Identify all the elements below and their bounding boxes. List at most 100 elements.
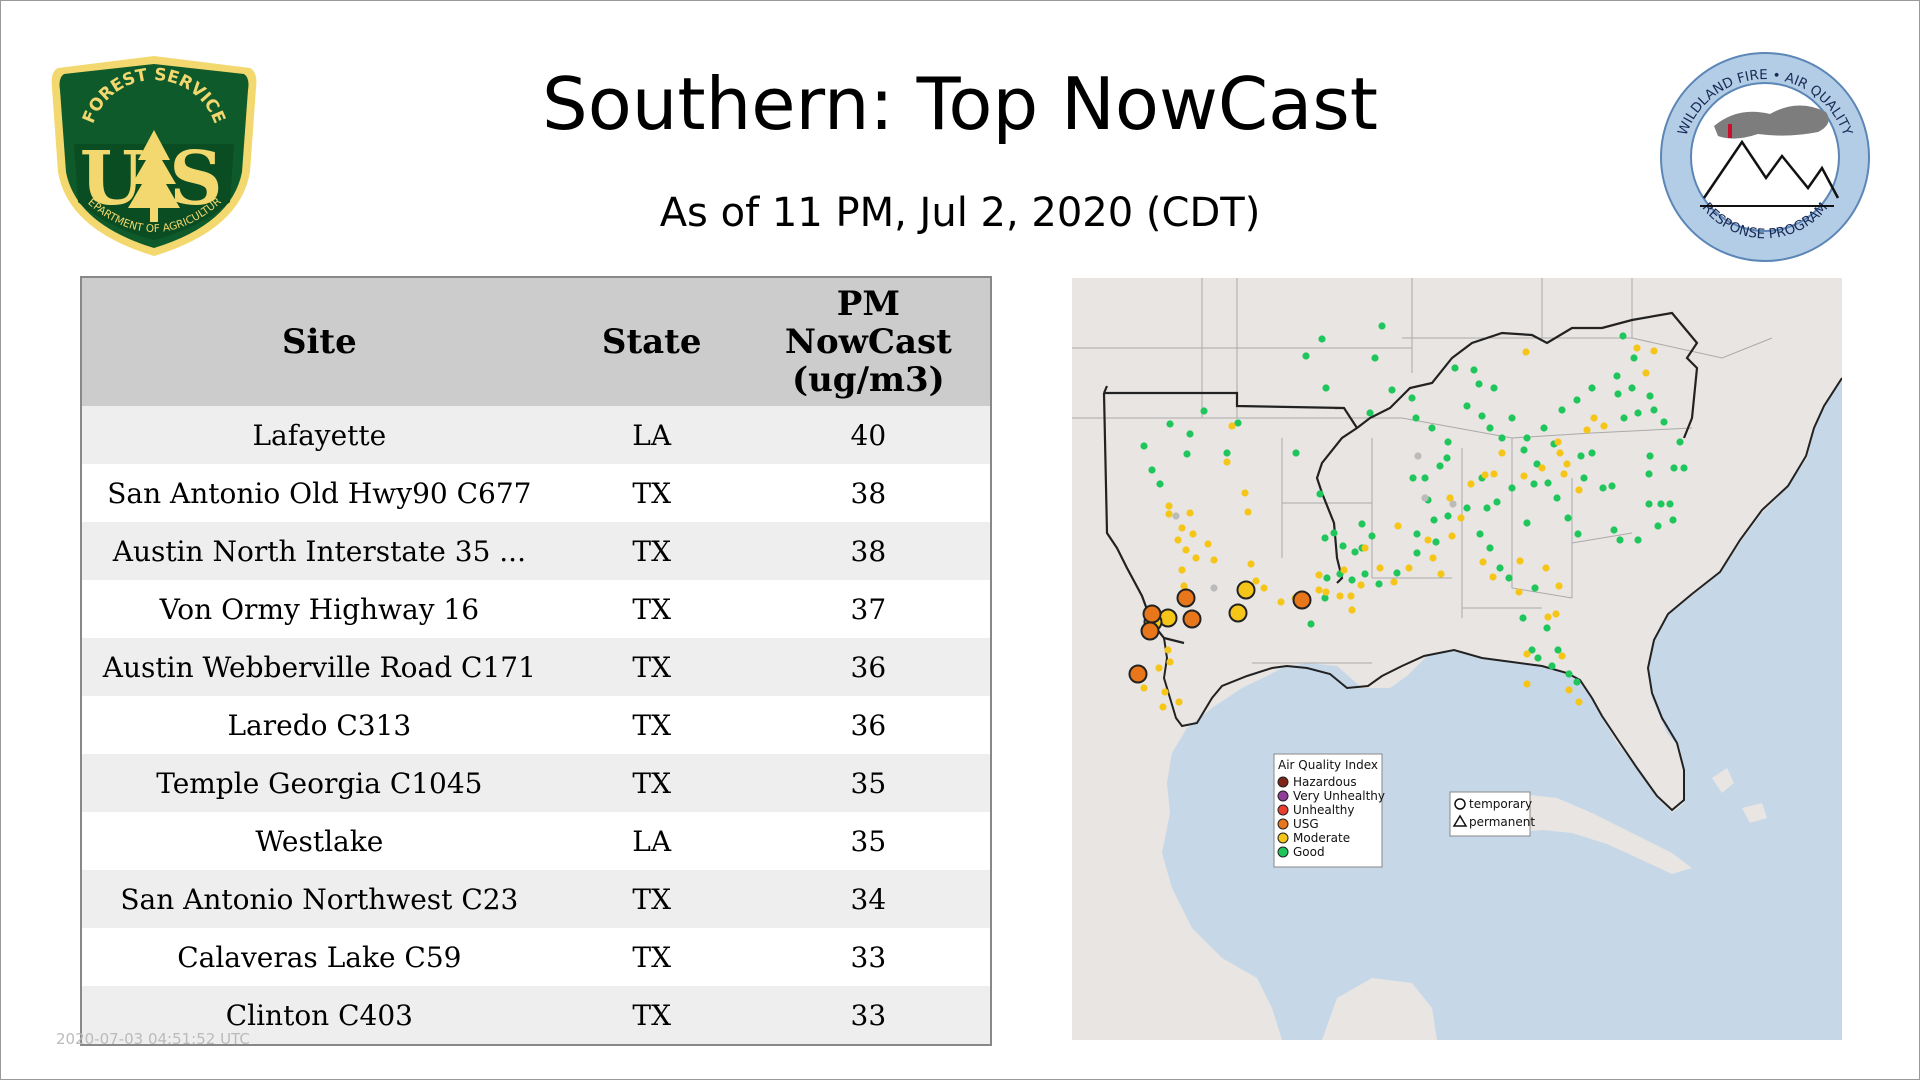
site-marker-moderate [1523, 650, 1531, 658]
table-header-row: Site State PM NowCast (ug/m3) [81, 277, 991, 406]
site-marker-good [1490, 384, 1498, 392]
site-marker-moderate [1166, 658, 1174, 666]
site-marker-moderate [1590, 414, 1598, 422]
site-marker-good [1339, 542, 1347, 550]
site-marker-good [1619, 332, 1627, 340]
site-marker-good [1486, 424, 1494, 432]
site-marker-moderate [1516, 557, 1524, 565]
cell-value: 34 [746, 870, 991, 928]
pine-tree-icon [128, 130, 180, 208]
legend-label-hazardous: Hazardous [1293, 775, 1357, 789]
page-subtitle: As of 11 PM, Jul 2, 2020 (CDT) [659, 190, 1261, 236]
site-marker-temporary-usg [1182, 609, 1202, 629]
cell-state: TX [556, 464, 747, 522]
site-marker-moderate [1357, 581, 1365, 589]
site-marker-good [1505, 574, 1513, 582]
site-marker-good [1573, 396, 1581, 404]
site-marker-good [1634, 536, 1642, 544]
site-marker-good [1428, 424, 1436, 432]
site-marker-moderate [1515, 588, 1523, 596]
site-marker-temporary-usg [1142, 604, 1162, 624]
site-marker-moderate [1376, 564, 1384, 572]
site-marker-moderate [1544, 613, 1552, 621]
site-marker-good [1413, 530, 1421, 538]
site-markers-no-data [1172, 452, 1457, 592]
site-marker-moderate [1565, 686, 1573, 694]
site-marker-good [1302, 352, 1310, 360]
site-marker-good [1307, 620, 1315, 628]
site-marker-good [1680, 464, 1688, 472]
site-marker-moderate [1347, 592, 1355, 600]
table-row: San Antonio Northwest C23 TX 34 [81, 870, 991, 928]
site-marker-good [1574, 530, 1582, 538]
shape-legend: temporary permanent [1449, 791, 1535, 837]
table-row: Laredo C313 TX 36 [81, 696, 991, 754]
site-marker-good [1140, 442, 1148, 450]
cell-state: TX [556, 696, 747, 754]
site-markers-temporary [1128, 580, 1312, 684]
legend-label-moderate: Moderate [1293, 831, 1350, 845]
cell-site: Calaveras Lake C59 [81, 928, 557, 986]
site-marker-good [1540, 424, 1548, 432]
site-marker-good [1351, 548, 1359, 556]
site-marker-good [1588, 384, 1596, 392]
site-marker-moderate [1210, 556, 1218, 564]
site-marker-moderate [1563, 460, 1571, 468]
site-marker-moderate [1155, 664, 1163, 672]
site-marker-good [1669, 516, 1677, 524]
cell-state: TX [556, 754, 747, 812]
site-marker-moderate [1180, 582, 1188, 590]
map-land-us [1072, 278, 1842, 828]
site-marker-good [1348, 576, 1356, 584]
site-marker-moderate [1394, 522, 1402, 530]
site-marker-moderate [1522, 348, 1530, 356]
site-marker-good [1676, 438, 1684, 446]
site-marker-good [1478, 412, 1486, 420]
cell-site: San Antonio Northwest C23 [81, 870, 557, 928]
site-marker-moderate [1186, 509, 1194, 517]
cell-site: Von Ormy Highway 16 [81, 580, 557, 638]
site-marker-good [1531, 584, 1539, 592]
site-marker-good [1554, 646, 1562, 654]
cell-state: LA [556, 812, 747, 870]
nowcast-table: Site State PM NowCast (ug/m3) Lafayette L… [80, 276, 992, 1046]
table-row: Lafayette LA 40 [81, 406, 991, 464]
site-marker-moderate [1600, 422, 1608, 430]
site-marker-moderate [1348, 606, 1356, 614]
site-marker-moderate [1252, 577, 1260, 585]
site-marker-good [1553, 494, 1561, 502]
wildland-fire-air-quality-icon: WILDLAND FIRE • AIR QUALITY RESPONSE PRO… [1658, 50, 1872, 264]
shape-legend-permanent: permanent [1469, 815, 1535, 829]
site-marker-good [1443, 454, 1451, 462]
site-marker-moderate [1429, 554, 1437, 562]
site-marker-good [1148, 466, 1156, 474]
site-marker-moderate [1467, 480, 1475, 488]
site-marker-good [1670, 464, 1678, 472]
site-marker-good [1630, 354, 1638, 362]
site-marker-good [1599, 484, 1607, 492]
site-marker-good [1475, 380, 1483, 388]
site-marker-good [1657, 500, 1665, 508]
cell-value: 38 [746, 522, 991, 580]
site-marker-good [1393, 569, 1401, 577]
site-marker-good [1646, 392, 1654, 400]
cell-value: 36 [746, 696, 991, 754]
site-marker-good [1436, 462, 1444, 470]
site-marker-good [1523, 519, 1531, 527]
table-row: Austin North Interstate 35 ... TX 38 [81, 522, 991, 580]
site-marker-good [1508, 414, 1516, 422]
site-marker-moderate [1405, 564, 1413, 572]
site-marker-good [1223, 449, 1231, 457]
site-marker-good [1558, 406, 1566, 414]
site-marker-good [1588, 449, 1596, 457]
legend-swatch-usg [1277, 818, 1289, 830]
cell-state: TX [556, 522, 747, 580]
site-marker-moderate [1247, 560, 1255, 568]
site-marker-good [1628, 384, 1636, 392]
site-marker-good [1650, 406, 1658, 414]
site-marker-good [1543, 624, 1551, 632]
site-marker-moderate [1182, 546, 1190, 554]
temporary-circle-icon [1454, 798, 1466, 810]
site-marker-temporary-usg [1292, 590, 1312, 610]
site-marker-good [1358, 520, 1366, 528]
